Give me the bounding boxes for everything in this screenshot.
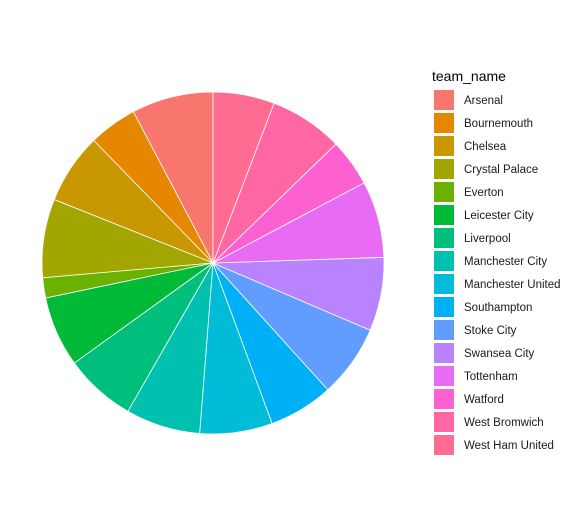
legend-key xyxy=(434,90,454,110)
legend-key xyxy=(434,228,454,248)
legend-label: Liverpool xyxy=(464,233,511,245)
legend-label: Leicester City xyxy=(464,210,534,222)
legend-label: Everton xyxy=(464,187,504,199)
legend-label: West Bromwich xyxy=(464,417,544,429)
legend-key xyxy=(434,412,454,432)
legend-label: Bournemouth xyxy=(464,118,533,130)
legend-key xyxy=(434,182,454,202)
pie-slices xyxy=(41,91,385,435)
legend-key xyxy=(434,251,454,271)
legend-label: Swansea City xyxy=(464,348,535,360)
legend-key xyxy=(434,205,454,225)
legend: team_name Arsenal Bournemouth Chelsea Cryst… xyxy=(432,68,561,455)
legend-key xyxy=(434,389,454,409)
legend-label: Crystal Palace xyxy=(464,164,538,176)
legend-label: Manchester United xyxy=(464,279,561,291)
legend-key xyxy=(434,366,454,386)
legend-key xyxy=(434,159,454,179)
legend-label: Southampton xyxy=(464,302,532,314)
pie-slice-west-ham-united xyxy=(212,91,275,264)
legend-key xyxy=(434,113,454,133)
legend-label: Chelsea xyxy=(464,141,507,153)
legend-label: Tottenham xyxy=(464,371,518,383)
legend-label: Watford xyxy=(464,394,504,406)
legend-label: Manchester City xyxy=(464,256,547,268)
legend-label: Arsenal xyxy=(464,95,503,107)
legend-label: West Ham United xyxy=(464,440,554,452)
legend-key xyxy=(434,435,454,455)
legend-label: Stoke City xyxy=(464,325,517,337)
legend-key xyxy=(434,320,454,340)
legend-key xyxy=(434,343,454,363)
legend-title: team_name xyxy=(432,68,506,84)
legend-key xyxy=(434,297,454,317)
legend-key xyxy=(434,274,454,294)
legend-key xyxy=(434,136,454,156)
